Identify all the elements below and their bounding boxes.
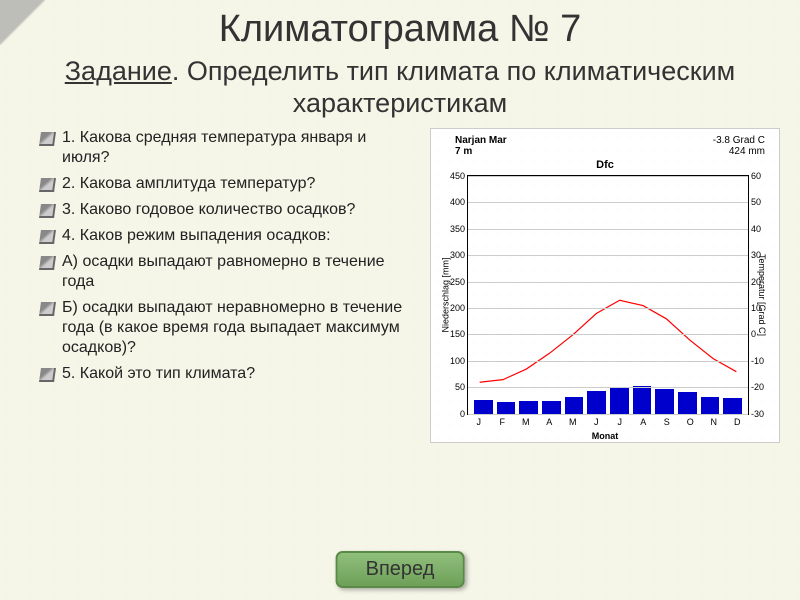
climate-classification: Dfc — [435, 159, 775, 175]
question-list: 1. Какова средняя температура января и и… — [40, 128, 410, 443]
station-name: Narjan Mar — [455, 135, 507, 146]
task-subtitle: Задание. Определить тип климата по клима… — [0, 51, 800, 128]
x-axis-label: Monat — [435, 427, 775, 441]
station-elevation: 7 m — [455, 146, 507, 157]
mean-temp: -3.8 Grad C — [713, 135, 765, 146]
question-item: 1. Какова средняя температура января и и… — [40, 128, 410, 168]
y-axis-right-label: Temperatur [Grad C] — [757, 254, 767, 336]
y-axis-left-label: Niederschlag [mm] — [441, 257, 451, 332]
climate-chart: Narjan Mar 7 m -3.8 Grad C 424 mm Dfc Ni… — [430, 128, 780, 443]
forward-button[interactable]: Вперед — [336, 551, 465, 588]
question-item: А) осадки выпадают равномерно в течение … — [40, 252, 410, 292]
question-item: 3. Каково годовое количество осадков? — [40, 200, 410, 220]
question-item: 2. Какова амплитуда температур? — [40, 174, 410, 194]
page-title: Климатограмма № 7 — [0, 0, 800, 51]
question-item: 5. Какой это тип климата? — [40, 364, 410, 384]
question-item: 4. Каков режим выпадения осадков: — [40, 226, 410, 246]
temperature-line — [468, 176, 748, 414]
annual-precip: 424 mm — [713, 146, 765, 157]
question-item: Б) осадки выпадают неравномерно в течени… — [40, 298, 410, 358]
month-labels: JFMAMJJASOND — [467, 417, 749, 427]
